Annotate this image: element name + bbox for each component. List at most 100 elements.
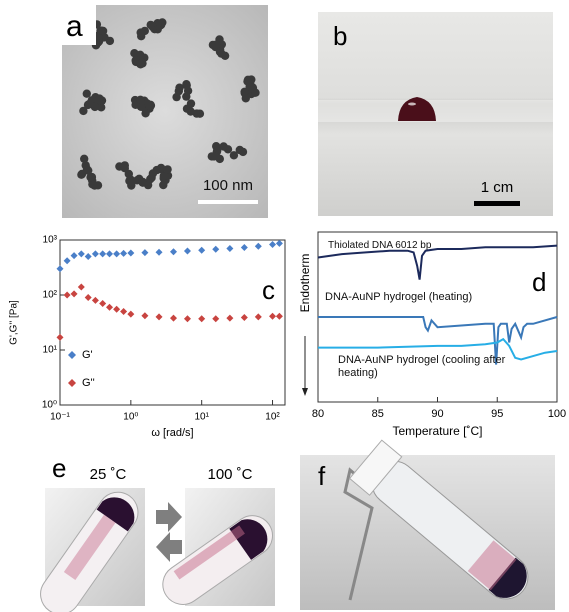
data-point	[106, 304, 113, 311]
nanoparticle	[80, 155, 88, 163]
data-point	[226, 315, 233, 322]
curve-label: DNA-AuNP hydrogel (cooling after heating…	[338, 354, 518, 380]
panel-label: d	[532, 267, 546, 297]
data-point	[127, 311, 134, 318]
legend-label: G''	[82, 377, 95, 389]
data-point	[71, 290, 78, 297]
nanoparticle	[136, 60, 144, 68]
data-point	[64, 292, 71, 299]
legend-label: G'	[82, 349, 93, 361]
panel-label: a	[66, 10, 83, 43]
data-point	[212, 246, 219, 253]
data-point	[255, 243, 262, 250]
data-point	[71, 252, 78, 259]
data-point	[156, 249, 163, 256]
y-tick-label: 10³	[43, 235, 58, 246]
panel-label: b	[333, 21, 347, 51]
data-point	[120, 250, 127, 257]
x-tick-label: 80	[312, 408, 324, 420]
x-axis-label: ω [rad/s]	[151, 427, 193, 439]
data-point	[78, 250, 85, 257]
data-point	[269, 241, 276, 248]
nanoparticle	[137, 28, 145, 36]
nanoparticle	[147, 21, 155, 29]
highlight	[408, 103, 416, 106]
data-point	[255, 313, 262, 320]
nanoparticle	[79, 107, 87, 115]
x-tick-label: 90	[431, 408, 443, 420]
data-point	[170, 248, 177, 255]
data-point	[269, 313, 276, 320]
arrow-right	[156, 502, 182, 532]
data-point	[170, 315, 177, 322]
data-point	[141, 312, 148, 319]
data-point	[106, 250, 113, 257]
data-point	[212, 315, 219, 322]
nanoparticle	[99, 27, 107, 35]
x-tick-label: 10⁻¹	[50, 412, 70, 423]
data-point	[120, 308, 127, 315]
nanoparticle	[242, 94, 250, 102]
panel-label: e	[52, 453, 66, 483]
arrow-head	[302, 388, 308, 396]
nanoparticle	[136, 96, 144, 104]
data-point	[64, 257, 71, 264]
data-point	[92, 250, 99, 257]
panel-label: c	[262, 275, 275, 305]
data-point	[57, 265, 64, 272]
data-point	[241, 314, 248, 321]
data-point	[184, 315, 191, 322]
data-point	[99, 300, 106, 307]
data-point	[78, 283, 85, 290]
nanoparticle	[230, 151, 238, 159]
data-point	[99, 250, 106, 257]
data-point	[85, 253, 92, 260]
temperature-label: 25 ˚C	[90, 466, 127, 483]
data-point	[92, 297, 99, 304]
scale-bar	[198, 200, 258, 204]
data-point	[276, 240, 283, 247]
data-point	[57, 334, 64, 341]
legend-marker	[68, 379, 76, 387]
scale-bar-label: 100 nm	[203, 177, 253, 194]
curve-label: DNA-AuNP hydrogel (heating)	[325, 291, 525, 304]
legend-marker	[68, 351, 76, 359]
panel-label: f	[318, 461, 326, 491]
y-axis-label: G',G'' [Pa]	[9, 300, 20, 345]
nanoparticle	[187, 99, 195, 107]
nanoparticle	[216, 155, 224, 163]
data-point	[198, 247, 205, 254]
x-tick-label: 85	[372, 408, 384, 420]
data-point	[241, 244, 248, 251]
nanoparticle	[172, 93, 180, 101]
curve-label: Thiolated DNA 6012 bp	[328, 239, 528, 252]
data-point	[184, 248, 191, 255]
x-tick-label: 10⁰	[123, 412, 138, 423]
nanoparticle	[215, 35, 223, 43]
data-point	[113, 306, 120, 313]
figure: a 100 nm b 1 cm c d e 25 ˚C 100 ˚C f 10⁻…	[0, 0, 569, 612]
temperature-label: 100 ˚C	[207, 466, 252, 483]
data-point	[113, 250, 120, 257]
x-tick-label: 100	[548, 408, 566, 420]
y-tick-label: 10⁰	[42, 400, 57, 411]
arrow-left	[156, 532, 182, 562]
scale-bar	[474, 201, 520, 206]
y-tick-label: 10²	[43, 290, 58, 301]
nanoparticle	[85, 100, 93, 108]
y-tick-label: 10¹	[43, 345, 58, 356]
x-tick-label: 95	[491, 408, 503, 420]
data-point	[127, 250, 134, 257]
data-point	[198, 315, 205, 322]
nanoparticle	[147, 174, 155, 182]
x-axis-label: Temperature [˚C]	[392, 424, 482, 438]
y-axis-label: Endotherm	[298, 254, 312, 313]
scale-bar-label: 1 cm	[481, 179, 514, 196]
data-point	[85, 294, 92, 301]
x-tick-label: 10²	[265, 412, 280, 423]
data-point	[141, 249, 148, 256]
data-point	[276, 313, 283, 320]
x-tick-label: 10¹	[194, 412, 209, 423]
data-point	[226, 245, 233, 252]
data-point	[156, 313, 163, 320]
